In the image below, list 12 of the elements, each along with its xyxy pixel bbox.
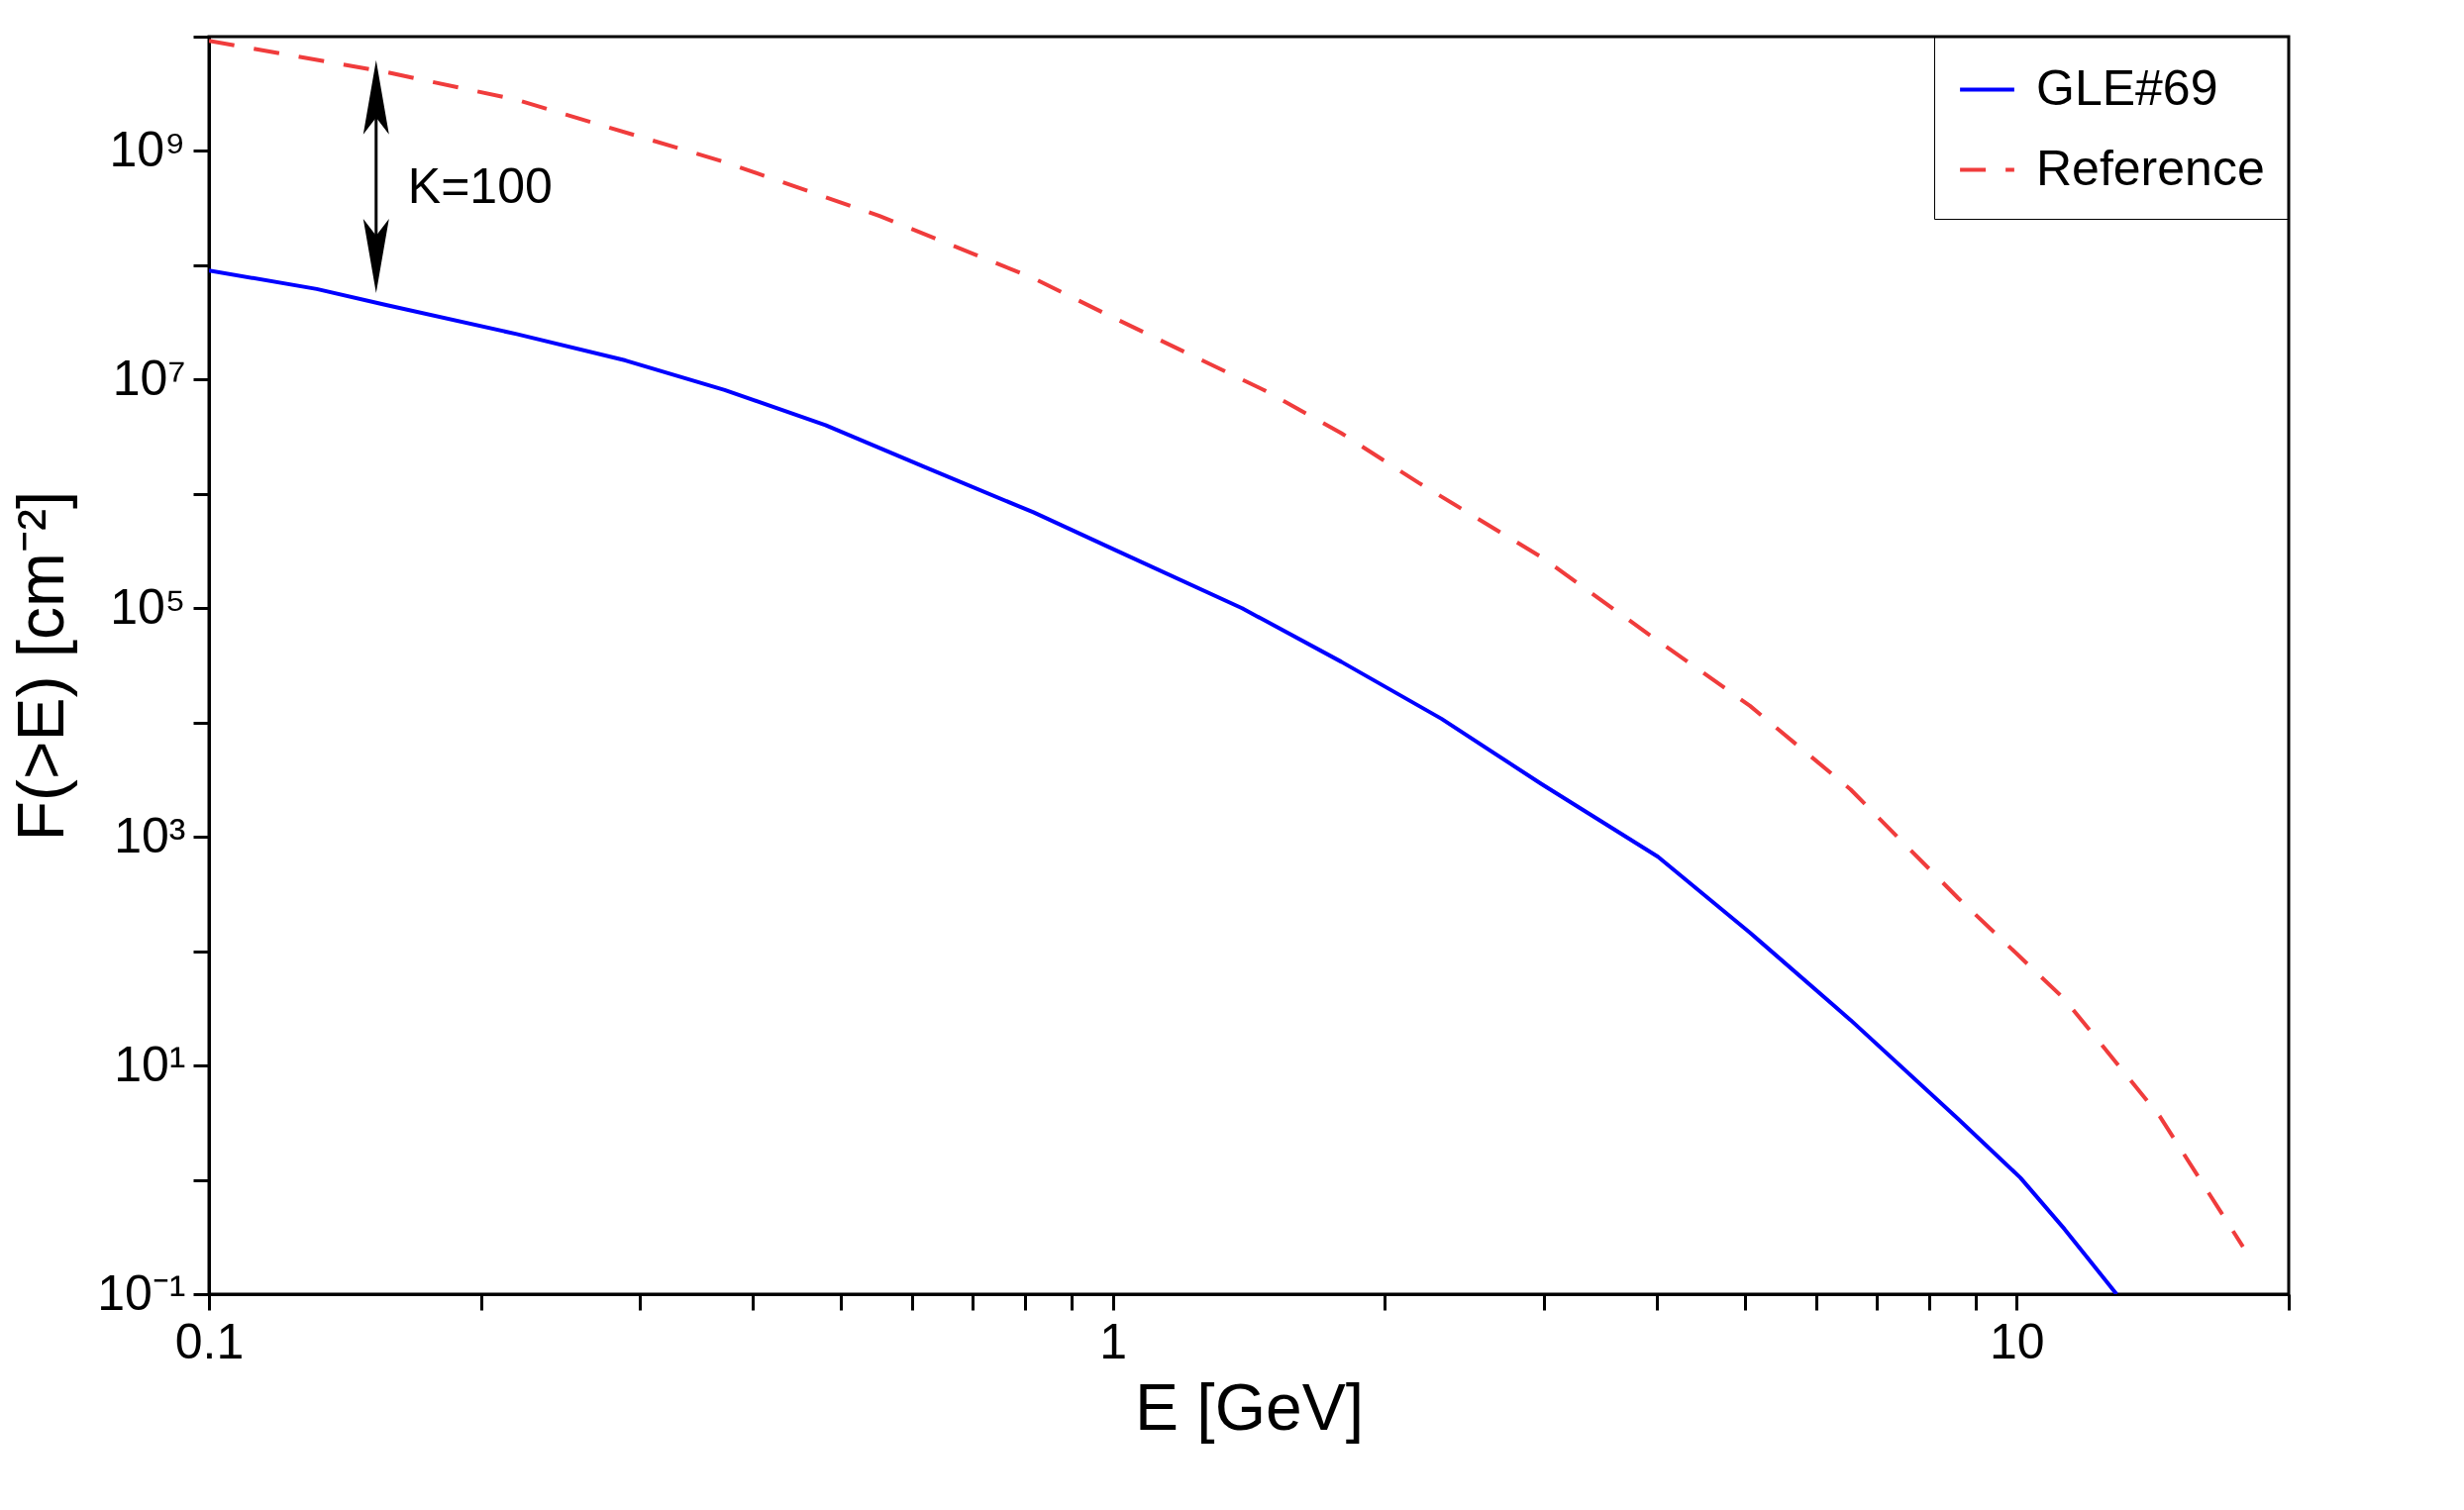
x-tick-label: 10 bbox=[1989, 1313, 2045, 1369]
x-tick-label: 1 bbox=[1099, 1313, 1128, 1369]
legend-label: Reference bbox=[2036, 140, 2265, 196]
y-tick-label: 10⁹ bbox=[109, 121, 186, 177]
legend-label: GLE#69 bbox=[2036, 59, 2218, 116]
y-tick-label: 10⁷ bbox=[112, 350, 186, 406]
y-axis-title: F(>E) [cm⁻²] bbox=[4, 490, 78, 842]
annotation: K=100 bbox=[407, 158, 553, 215]
y-tick-label: 10⁵ bbox=[110, 578, 186, 635]
y-tick-label: 10¹ bbox=[114, 1036, 186, 1092]
x-axis-title: E [GeV] bbox=[1134, 1369, 1365, 1444]
y-tick-label: 10³ bbox=[114, 807, 186, 863]
